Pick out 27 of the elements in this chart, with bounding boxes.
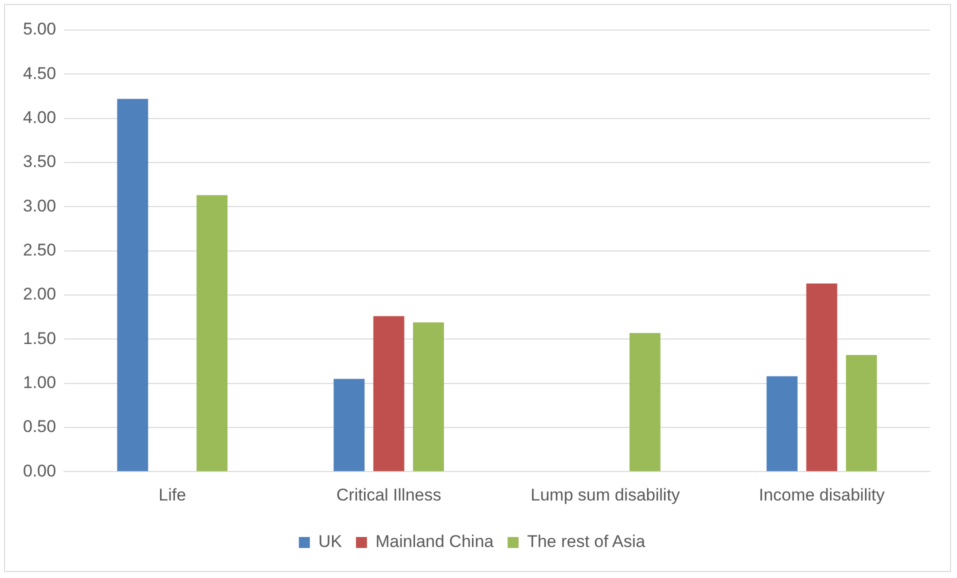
bar <box>196 195 228 472</box>
bar <box>806 283 838 472</box>
y-tick-label: 0.00 <box>22 461 56 480</box>
bar <box>413 322 444 472</box>
bar <box>117 98 148 472</box>
bar <box>629 332 660 472</box>
x-tick-label: Critical Illness <box>336 485 442 504</box>
y-tick-label: 2.50 <box>22 240 56 260</box>
y-tick-label: 2.00 <box>22 284 56 304</box>
bar <box>766 376 798 472</box>
bar <box>373 316 404 472</box>
y-tick-label: 1.50 <box>22 328 56 348</box>
y-tick-label: 4.50 <box>22 64 56 83</box>
x-tick-label: Income disability <box>758 485 886 504</box>
legend-label: UK <box>318 532 343 552</box>
legend-label: The rest of Asia <box>527 532 646 552</box>
y-tick-label: 4.00 <box>22 108 56 128</box>
legend-label: Mainland China <box>375 532 494 552</box>
y-tick-label: 5.00 <box>22 20 56 39</box>
y-tick-label: 3.50 <box>22 152 56 172</box>
x-tick-label: Lump sum disability <box>530 485 680 504</box>
y-tick-label: 3.00 <box>22 196 56 216</box>
bar <box>846 355 877 472</box>
y-tick-label: 1.00 <box>22 372 56 392</box>
y-tick-label: 0.50 <box>22 417 56 436</box>
x-tick-label: Life <box>158 485 186 504</box>
bar <box>334 378 365 472</box>
